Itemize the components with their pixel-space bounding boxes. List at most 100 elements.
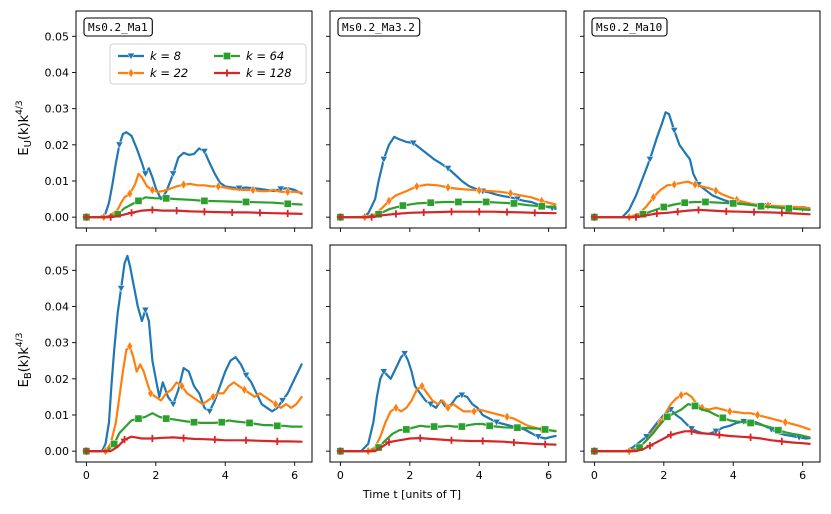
data-point-k64 (663, 412, 672, 421)
data-point-k22 (671, 179, 678, 190)
data-point-k22 (418, 381, 426, 392)
x-tick-label: 4 (222, 469, 229, 482)
data-point-k22 (764, 200, 772, 211)
data-point-k8 (513, 195, 522, 204)
x-tick-label: 2 (660, 469, 667, 482)
data-point-k8 (141, 170, 150, 178)
panel-label-box (83, 17, 153, 37)
data-point-k128 (336, 447, 345, 455)
data-point-k22 (147, 388, 154, 399)
data-point-k22 (284, 186, 291, 197)
panel-label-box (591, 17, 668, 37)
data-point-k128 (82, 213, 91, 221)
data-point-k64 (402, 425, 411, 434)
legend-label: k = 128 (246, 66, 292, 80)
data-point-k64 (757, 202, 765, 211)
data-point-k64 (162, 414, 171, 423)
data-point-k64 (283, 199, 292, 208)
data-point-k8 (141, 306, 150, 315)
legend-marker (223, 69, 231, 77)
data-point-k22 (249, 185, 257, 195)
data-point-k64 (680, 198, 689, 207)
data-point-k22 (782, 417, 789, 428)
panel-0-1: Ms0.2_Ma3.2 (326, 10, 567, 232)
series-line-k128 (593, 208, 811, 219)
panel-frame (583, 244, 821, 463)
y-tick-label: 0.03 (45, 103, 70, 116)
panel-label: Ms0.2_Ma10 (596, 21, 662, 34)
y-tick-label: 0.04 (45, 300, 70, 313)
legend-marker (223, 52, 231, 60)
x-tick-label: 0 (337, 469, 344, 482)
y-tick-label: 0.02 (45, 139, 70, 152)
legend-item-k128: k = 128 (214, 66, 292, 80)
data-point-k22 (470, 406, 478, 417)
data-point-k128 (590, 447, 599, 455)
data-point-k128 (416, 434, 424, 442)
data-point-k64 (110, 440, 119, 448)
data-point-k64 (784, 204, 793, 213)
data-point-k8 (670, 127, 679, 135)
panel-frame (329, 244, 567, 463)
data-point-k128 (722, 207, 730, 215)
x-tick-label: 0 (83, 469, 90, 482)
data-point-k64 (513, 423, 522, 432)
legend-label: k = 8 (150, 49, 181, 63)
y-tick-label: 0.00 (45, 445, 70, 458)
data-point-k64 (162, 194, 171, 203)
data-point-k64 (485, 421, 494, 430)
y-tick-label: 0.05 (45, 264, 70, 277)
data-point-k8 (457, 391, 466, 400)
data-point-k128 (173, 207, 181, 215)
x-tick-label: 2 (406, 469, 413, 482)
panel-series-group (590, 390, 811, 457)
series-line-k128 (85, 435, 303, 453)
data-point-k8 (400, 350, 409, 358)
legend-item-k8: k = 8 (118, 49, 181, 63)
data-point-k22 (215, 181, 222, 192)
data-point-k128 (674, 208, 682, 216)
series-line-k22 (593, 392, 811, 453)
data-point-k8 (379, 156, 388, 164)
panel-1-2: 0 2 4 6 (580, 244, 821, 482)
data-point-k64 (134, 414, 143, 423)
data-point-k22 (444, 182, 452, 193)
data-point-k128 (479, 437, 487, 445)
x-tick-label: 2 (152, 469, 159, 482)
data-point-k22 (178, 381, 186, 392)
data-point-k128 (687, 427, 696, 435)
panel-frame (583, 10, 821, 229)
data-point-k128 (148, 206, 156, 214)
data-point-k22 (754, 410, 761, 420)
data-point-k8 (379, 368, 388, 376)
data-point-k128 (392, 210, 400, 218)
data-point-k128 (273, 437, 281, 445)
data-point-k22 (392, 402, 400, 413)
data-point-k8 (117, 285, 126, 293)
data-point-k128 (746, 433, 755, 442)
data-point-k22 (507, 188, 514, 199)
data-point-k64 (510, 199, 518, 208)
data-point-k22 (385, 195, 393, 206)
legend-marker (126, 52, 136, 61)
data-point-k8 (409, 139, 418, 148)
data-point-k128 (82, 447, 91, 455)
data-point-k128 (368, 213, 376, 221)
data-point-k64 (746, 419, 755, 427)
panel-label-box (337, 17, 421, 37)
data-point-k22 (180, 179, 187, 190)
data-point-k8 (645, 156, 654, 164)
data-point-k64 (729, 199, 738, 208)
series-line-k64 (85, 196, 303, 219)
data-point-k128 (148, 434, 156, 443)
data-point-k22 (691, 179, 699, 190)
data-point-k128 (750, 208, 758, 216)
data-point-k64 (659, 203, 668, 211)
data-point-k128 (228, 208, 236, 217)
data-point-k64 (242, 198, 250, 206)
data-point-k128 (667, 431, 675, 439)
series-line-k8 (85, 131, 303, 219)
y-tick-label: 0.05 (45, 30, 70, 43)
y-tick-label: 0.01 (45, 409, 70, 422)
